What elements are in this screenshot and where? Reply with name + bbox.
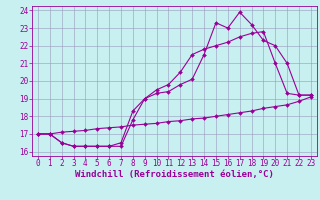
X-axis label: Windchill (Refroidissement éolien,°C): Windchill (Refroidissement éolien,°C): [75, 170, 274, 179]
